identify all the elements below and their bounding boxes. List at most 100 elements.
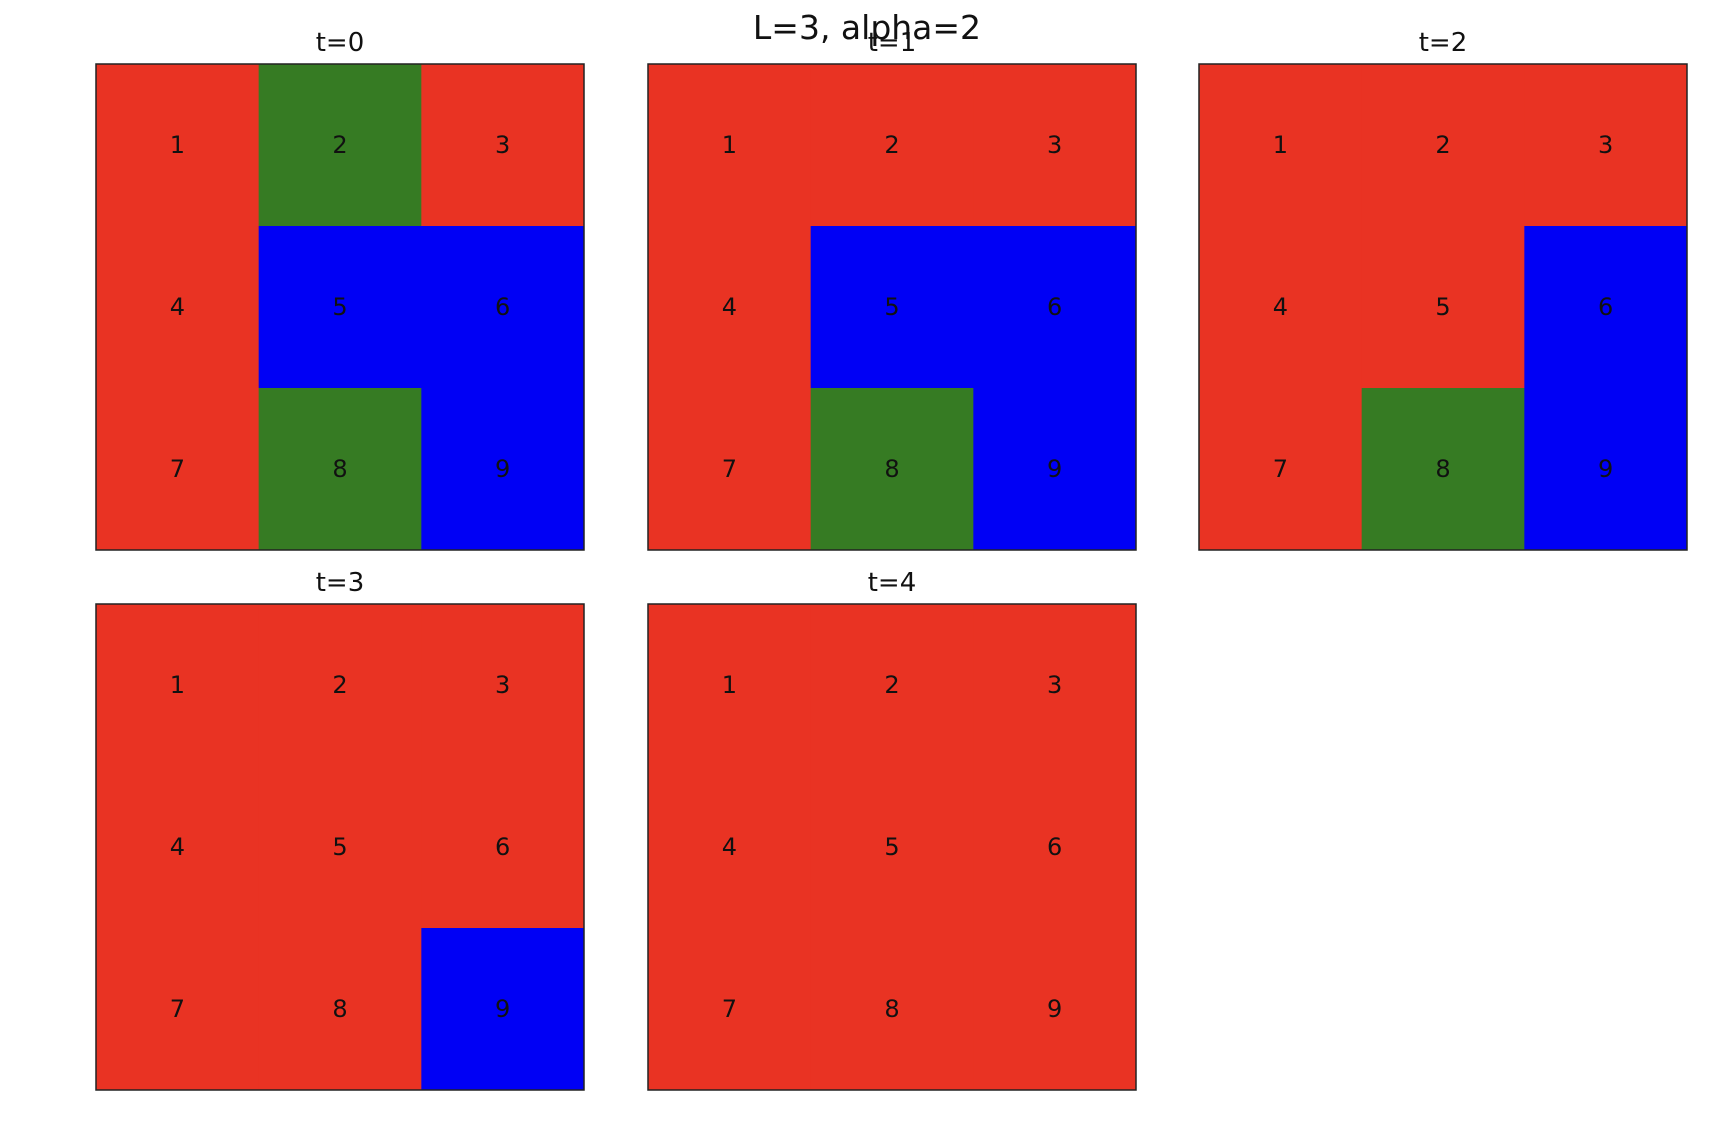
- cell-5-state-R: [258, 766, 422, 929]
- cell-4-state-R: [648, 766, 812, 929]
- cell-3-state-R: [421, 604, 585, 767]
- cell-9-state-B: [421, 928, 585, 1091]
- cell-label: 5: [332, 293, 347, 321]
- cell-1-state-R: [96, 64, 260, 227]
- cell-5-state-R: [1361, 226, 1525, 389]
- cell-label: 8: [1435, 455, 1450, 483]
- panel-title: t=2: [1419, 28, 1468, 58]
- cell-6-state-B: [973, 226, 1137, 389]
- cell-9-state-B: [421, 388, 585, 551]
- panel-title: t=1: [868, 28, 917, 58]
- cell-label: 4: [1273, 293, 1288, 321]
- cell-label: 3: [1047, 671, 1062, 699]
- cell-label: 8: [332, 455, 347, 483]
- cell-label: 5: [884, 833, 899, 861]
- cell-2-state-R: [810, 64, 974, 227]
- cell-label: 7: [722, 455, 737, 483]
- cell-label: 7: [722, 995, 737, 1023]
- cell-4-state-R: [1199, 226, 1363, 389]
- cell-label: 2: [332, 671, 347, 699]
- figure-title: L=3, alpha=2: [752, 8, 982, 47]
- cell-label: 7: [1273, 455, 1288, 483]
- cell-label: 4: [170, 833, 185, 861]
- cell-8-state-R: [258, 928, 422, 1091]
- cell-label: 6: [495, 833, 510, 861]
- panel-t-4: t=4 1 2 3 4 5 6 7 8 9: [647, 568, 1137, 1091]
- cell-label: 3: [1598, 131, 1613, 159]
- cell-8-state-G: [810, 388, 974, 551]
- cell-5-state-B: [810, 226, 974, 389]
- cell-8-state-R: [810, 928, 974, 1091]
- cell-1-state-R: [1199, 64, 1363, 227]
- cell-5-state-R: [810, 766, 974, 929]
- cell-1-state-R: [96, 604, 260, 767]
- cell-label: 2: [884, 671, 899, 699]
- cell-label: 4: [722, 833, 737, 861]
- cell-label: 9: [1047, 455, 1062, 483]
- cell-2-state-R: [258, 604, 422, 767]
- panel-frame: [95, 603, 585, 1091]
- panel-t-3: t=3 1 2 3 4 5 6 7 8 9: [95, 568, 585, 1091]
- cell-label: 7: [170, 455, 185, 483]
- cell-3-state-R: [421, 64, 585, 227]
- cell-label: 3: [495, 671, 510, 699]
- cell-label: 9: [495, 995, 510, 1023]
- cell-label: 1: [1273, 131, 1288, 159]
- cell-3-state-R: [973, 64, 1137, 227]
- cell-6-state-B: [421, 226, 585, 389]
- cell-label: 2: [332, 131, 347, 159]
- panel-frame: [647, 63, 1137, 551]
- cell-5-state-B: [258, 226, 422, 389]
- panel-frame: [1198, 63, 1688, 551]
- cell-label: 3: [1047, 131, 1062, 159]
- panel-t-1: t=1 1 2 3 4 5 6 7 8 9: [647, 28, 1137, 551]
- cell-label: 1: [722, 131, 737, 159]
- cell-4-state-R: [648, 226, 812, 389]
- panel-frame: [95, 63, 585, 551]
- cell-label: 6: [1047, 833, 1062, 861]
- cell-7-state-R: [648, 388, 812, 551]
- cell-label: 2: [884, 131, 899, 159]
- cell-label: 4: [722, 293, 737, 321]
- cell-7-state-R: [1199, 388, 1363, 551]
- cell-label: 9: [495, 455, 510, 483]
- cell-label: 6: [1598, 293, 1613, 321]
- cell-3-state-R: [973, 604, 1137, 767]
- cell-label: 5: [332, 833, 347, 861]
- cell-label: 1: [170, 671, 185, 699]
- cell-9-state-R: [973, 928, 1137, 1091]
- cell-label: 3: [495, 131, 510, 159]
- cell-7-state-R: [96, 388, 260, 551]
- cell-7-state-R: [648, 928, 812, 1091]
- cell-7-state-R: [96, 928, 260, 1091]
- panel-title: t=0: [316, 28, 365, 58]
- cell-label: 2: [1435, 131, 1450, 159]
- cell-label: 8: [884, 995, 899, 1023]
- cell-2-state-R: [810, 604, 974, 767]
- cell-label: 1: [170, 131, 185, 159]
- cell-label: 6: [495, 293, 510, 321]
- cell-9-state-B: [1524, 388, 1688, 551]
- cell-label: 8: [884, 455, 899, 483]
- cell-1-state-R: [648, 64, 812, 227]
- cell-label: 8: [332, 995, 347, 1023]
- cell-label: 9: [1047, 995, 1062, 1023]
- cell-label: 1: [722, 671, 737, 699]
- cell-label: 4: [170, 293, 185, 321]
- cell-8-state-G: [1361, 388, 1525, 551]
- panel-title: t=4: [868, 568, 917, 598]
- cell-2-state-G: [258, 64, 422, 227]
- panel-frame: [647, 603, 1137, 1091]
- cell-8-state-G: [258, 388, 422, 551]
- cell-6-state-B: [1524, 226, 1688, 389]
- cell-9-state-B: [973, 388, 1137, 551]
- cell-label: 9: [1598, 455, 1613, 483]
- cell-1-state-R: [648, 604, 812, 767]
- cell-label: 5: [884, 293, 899, 321]
- panel-t-2: t=2 1 2 3 4 5 6 7 8 9: [1198, 28, 1688, 551]
- cell-4-state-R: [96, 226, 260, 389]
- cell-6-state-R: [421, 766, 585, 929]
- cell-label: 7: [170, 995, 185, 1023]
- cell-label: 6: [1047, 293, 1062, 321]
